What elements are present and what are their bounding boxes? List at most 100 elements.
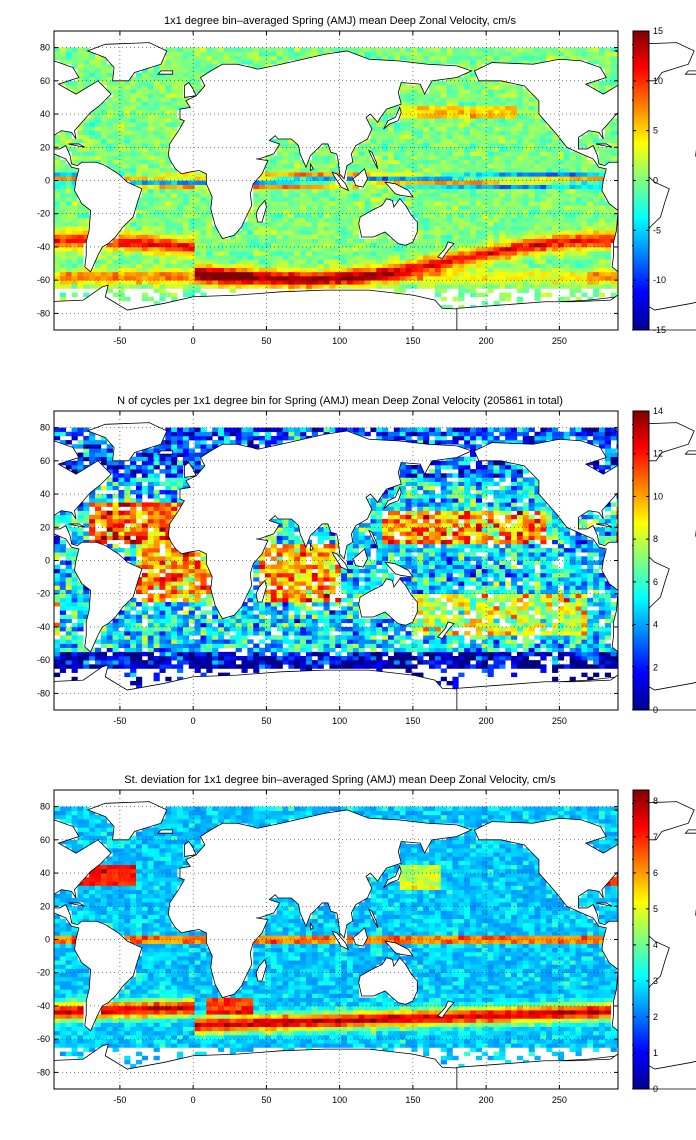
heatmap-cell bbox=[171, 168, 178, 173]
heatmap-cell bbox=[587, 276, 594, 281]
heatmap-cell bbox=[323, 197, 330, 202]
heatmap-cell bbox=[370, 242, 377, 248]
heatmap-cell bbox=[598, 242, 606, 248]
heatmap-cell bbox=[405, 51, 412, 57]
heatmap-cell bbox=[153, 188, 160, 194]
heatmap-cell bbox=[77, 606, 84, 611]
heatmap-cell bbox=[130, 597, 137, 603]
heatmap-cell bbox=[429, 126, 436, 131]
heatmap-cell bbox=[136, 271, 143, 277]
heatmap-cell bbox=[95, 155, 102, 161]
heatmap-cell bbox=[71, 676, 78, 682]
heatmap-cell bbox=[604, 255, 611, 260]
heatmap-cell bbox=[147, 618, 154, 624]
heatmap-cell bbox=[399, 84, 406, 90]
heatmap-cell bbox=[54, 548, 61, 553]
heatmap-cell bbox=[177, 246, 184, 252]
heatmap-cell bbox=[593, 276, 600, 281]
heatmap-cell bbox=[235, 234, 242, 239]
heatmap-cell bbox=[124, 527, 131, 532]
heatmap-cell bbox=[581, 168, 588, 173]
heatmap-cell bbox=[534, 55, 541, 61]
heatmap-cell bbox=[388, 242, 395, 248]
heatmap-cell bbox=[171, 456, 178, 462]
heatmap-cell bbox=[83, 226, 90, 231]
heatmap-cell bbox=[194, 230, 201, 235]
heatmap-cell bbox=[89, 435, 96, 441]
heatmap-cell bbox=[511, 184, 518, 190]
heatmap-cell bbox=[130, 109, 137, 115]
heatmap-cell bbox=[223, 47, 231, 53]
heatmap-cell bbox=[528, 255, 535, 260]
heatmap-cell bbox=[177, 460, 184, 466]
heatmap-cell bbox=[522, 226, 529, 231]
heatmap-cell bbox=[106, 80, 113, 86]
heatmap-cell bbox=[54, 585, 61, 590]
heatmap-cell bbox=[429, 280, 436, 285]
heatmap-cell bbox=[481, 80, 488, 86]
heatmap-cell bbox=[124, 234, 131, 239]
heatmap-cell bbox=[376, 246, 383, 252]
heatmap-cell bbox=[417, 242, 424, 248]
heatmap-cell bbox=[130, 267, 137, 273]
heatmap-cell bbox=[417, 47, 424, 53]
heatmap-cell bbox=[106, 134, 113, 140]
heatmap-cell bbox=[118, 523, 125, 528]
heatmap-cell bbox=[522, 159, 529, 165]
heatmap-cell bbox=[335, 259, 342, 264]
heatmap-cell bbox=[511, 109, 518, 115]
heatmap-cell bbox=[528, 184, 535, 190]
heatmap-cell bbox=[557, 55, 565, 61]
heatmap-cell bbox=[136, 514, 143, 520]
heatmap-cell bbox=[587, 242, 594, 248]
heatmap-cell bbox=[130, 626, 137, 632]
heatmap-cell bbox=[106, 514, 113, 520]
heatmap-cell bbox=[505, 60, 512, 65]
heatmap-cell bbox=[229, 259, 236, 264]
heatmap-cell bbox=[487, 60, 494, 65]
heatmap-cell bbox=[153, 172, 160, 177]
heatmap-cell bbox=[177, 234, 184, 239]
heatmap-cell bbox=[71, 444, 78, 449]
heatmap-cell bbox=[130, 502, 137, 507]
heatmap-cell bbox=[534, 226, 541, 231]
heatmap-cell bbox=[546, 217, 553, 223]
heatmap-cell bbox=[581, 163, 588, 169]
heatmap-cell bbox=[118, 118, 125, 123]
heatmap-cell bbox=[481, 242, 488, 248]
heatmap-cell bbox=[341, 201, 348, 206]
heatmap-cell bbox=[464, 184, 471, 190]
heatmap-cell bbox=[522, 213, 529, 219]
heatmap-cell bbox=[294, 222, 301, 227]
heatmap-cell bbox=[370, 134, 377, 140]
heatmap-cell bbox=[77, 68, 84, 73]
heatmap-cell bbox=[458, 259, 465, 264]
heatmap-cell bbox=[177, 676, 184, 682]
heatmap-cell bbox=[83, 64, 90, 69]
heatmap-cell bbox=[130, 614, 137, 619]
heatmap-cell bbox=[153, 660, 160, 665]
heatmap-cell bbox=[446, 130, 453, 136]
heatmap-cell bbox=[382, 47, 389, 53]
heatmap-cell bbox=[300, 55, 307, 61]
heatmap-cell bbox=[112, 464, 119, 470]
heatmap-cell bbox=[423, 163, 430, 169]
heatmap-cell bbox=[136, 114, 143, 119]
heatmap-cell bbox=[194, 614, 201, 619]
heatmap-cell bbox=[528, 126, 535, 131]
heatmap-cell bbox=[452, 60, 459, 65]
heatmap-cell bbox=[124, 494, 131, 499]
heatmap-cell bbox=[569, 184, 576, 190]
heatmap-cell bbox=[130, 560, 137, 565]
heatmap-cell bbox=[382, 184, 389, 190]
heatmap-cell bbox=[159, 635, 166, 640]
heatmap-cell bbox=[71, 469, 78, 474]
heatmap-cell bbox=[153, 631, 160, 636]
heatmap-cell bbox=[540, 192, 547, 198]
heatmap-cell bbox=[352, 159, 360, 165]
heatmap-cell bbox=[177, 651, 184, 657]
heatmap-cell bbox=[464, 284, 471, 289]
heatmap-cell bbox=[341, 197, 348, 202]
heatmap-cell bbox=[182, 176, 190, 181]
heatmap-cell bbox=[106, 126, 113, 131]
